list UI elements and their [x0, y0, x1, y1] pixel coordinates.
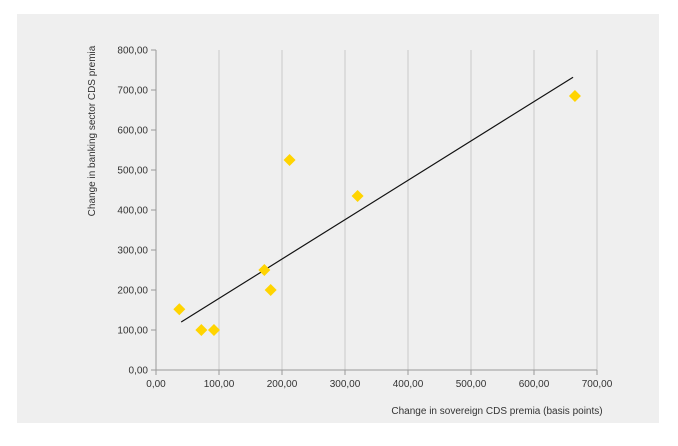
y-tick-label: 500,00: [117, 166, 148, 177]
y-tick-label: 800,00: [117, 46, 148, 57]
x-tick-label: 100,00: [204, 379, 235, 390]
x-tick-label: 600,00: [519, 379, 550, 390]
y-tick-label: 0,00: [129, 366, 149, 377]
data-point: [173, 303, 186, 316]
chart-background: [17, 14, 659, 423]
gridlines: [218, 50, 598, 370]
data-point: [195, 324, 208, 336]
x-tick-label: 500,00: [456, 379, 487, 390]
x-tick-label: 700,00: [582, 379, 613, 390]
x-tick-label: 300,00: [330, 379, 361, 390]
data-point: [258, 264, 271, 276]
y-tick-label: 100,00: [117, 326, 148, 337]
data-point: [283, 154, 296, 166]
x-tick-label: 400,00: [393, 379, 424, 390]
x-tick-label: 0,00: [146, 379, 166, 390]
x-tick-label: 200,00: [267, 379, 298, 390]
trendline: [180, 76, 574, 323]
data-points: [173, 90, 581, 336]
data-point: [264, 284, 277, 296]
tick-labels: 0,00 100,00 200,00 300,00 400,00 500,00 600,00…: [117, 46, 612, 391]
axes: [151, 49, 598, 375]
y-tick-label: 600,00: [117, 126, 148, 137]
x-axis-label: Change in sovereign CDS premia (basis po…: [391, 406, 602, 417]
trendline-layer: [180, 76, 574, 323]
data-point: [351, 190, 364, 202]
y-tick-label: 400,00: [117, 206, 148, 217]
y-tick-label: 200,00: [117, 286, 148, 297]
y-tick-label: 700,00: [117, 86, 148, 97]
y-axis-label: Change in banking sector CDS premia: [87, 45, 98, 216]
data-point: [207, 324, 220, 336]
data-point: [568, 90, 581, 102]
y-tick-label: 300,00: [117, 246, 148, 257]
